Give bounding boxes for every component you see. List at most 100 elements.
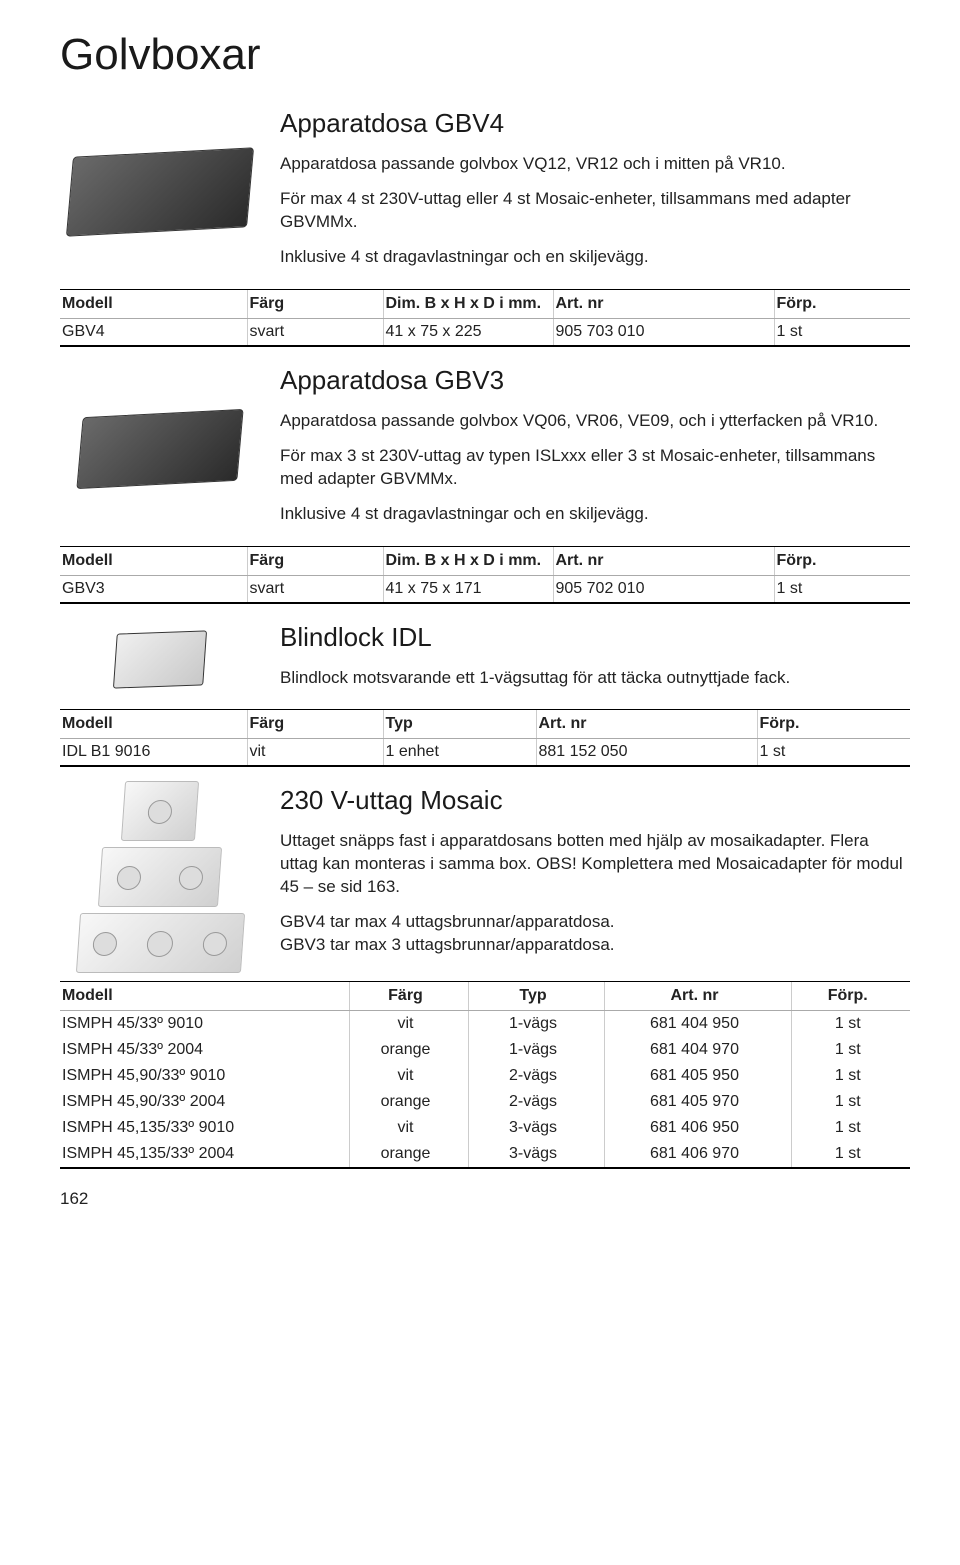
section-idl: Blindlock IDL Blindlock motsvarande ett …	[60, 618, 910, 768]
th: Modell	[60, 710, 247, 739]
th: Art. nr	[553, 289, 774, 318]
spec-table-idl: Modell Färg Typ Art. nr Förp. IDL B1 901…	[60, 709, 910, 767]
page-title: Golvboxar	[60, 30, 910, 80]
td: 1 enhet	[383, 739, 536, 767]
product-image-gbv4	[60, 104, 260, 281]
td: IDL B1 9016	[60, 739, 247, 767]
socket-2way-illustration	[98, 847, 222, 907]
table-row: ISMPH 45,135/33º 2004orange3-vägs681 406…	[60, 1141, 910, 1168]
td: ISMPH 45,90/33º 9010	[60, 1063, 349, 1089]
td: 681 404 970	[604, 1037, 791, 1063]
section-title: Apparatdosa GBV3	[280, 365, 910, 396]
paragraph: För max 3 st 230V-uttag av typen ISLxxx …	[280, 445, 910, 491]
section-title: Apparatdosa GBV4	[280, 108, 910, 139]
td: 1 st	[791, 1115, 910, 1141]
paragraph: Inklusive 4 st dragavlastningar och en s…	[280, 246, 910, 269]
td: orange	[349, 1089, 468, 1115]
td: ISMPH 45/33º 9010	[60, 1011, 349, 1038]
paragraph: GBV4 tar max 4 uttagsbrunnar/apparatdosa…	[280, 911, 910, 957]
td: 1 st	[774, 318, 910, 346]
paragraph: Apparatdosa passande golvbox VQ06, VR06,…	[280, 410, 910, 433]
th: Dim. B x H x D i mm.	[383, 546, 553, 575]
td: 881 152 050	[536, 739, 757, 767]
td: vit	[349, 1115, 468, 1141]
td: 681 406 970	[604, 1141, 791, 1168]
td: 2-vägs	[468, 1063, 604, 1089]
td: 681 406 950	[604, 1115, 791, 1141]
td: vit	[349, 1011, 468, 1038]
product-image-mosaic	[60, 781, 260, 973]
paragraph: Inklusive 4 st dragavlastningar och en s…	[280, 503, 910, 526]
paragraph: Blindlock motsvarande ett 1-vägsuttag fö…	[280, 667, 910, 690]
th: Art. nr	[604, 982, 791, 1011]
td: ISMPH 45,90/33º 2004	[60, 1089, 349, 1115]
table-row: GBV3 svart 41 x 75 x 171 905 702 010 1 s…	[60, 575, 910, 603]
td: vit	[247, 739, 383, 767]
td: 681 405 970	[604, 1089, 791, 1115]
th: Dim. B x H x D i mm.	[383, 289, 553, 318]
td: 2-vägs	[468, 1089, 604, 1115]
th: Färg	[247, 710, 383, 739]
td: 41 x 75 x 225	[383, 318, 553, 346]
page-number: 162	[60, 1189, 910, 1209]
td: 1-vägs	[468, 1011, 604, 1038]
td: 1 st	[757, 739, 910, 767]
table-row: ISMPH 45,90/33º 2004orange2-vägs681 405 …	[60, 1089, 910, 1115]
product-image-gbv3	[60, 361, 260, 538]
th: Förp.	[774, 289, 910, 318]
td: 3-vägs	[468, 1115, 604, 1141]
td: 3-vägs	[468, 1141, 604, 1168]
td: orange	[349, 1037, 468, 1063]
th: Modell	[60, 546, 247, 575]
td: svart	[247, 318, 383, 346]
td: 1 st	[791, 1011, 910, 1038]
spec-table-mosaic: Modell Färg Typ Art. nr Förp. ISMPH 45/3…	[60, 981, 910, 1169]
td: 1 st	[791, 1037, 910, 1063]
table-row: IDL B1 9016 vit 1 enhet 881 152 050 1 st	[60, 739, 910, 767]
th: Färg	[247, 546, 383, 575]
td: 681 404 950	[604, 1011, 791, 1038]
td: 1 st	[791, 1089, 910, 1115]
table-row: ISMPH 45/33º 9010vit1-vägs681 404 9501 s…	[60, 1011, 910, 1038]
spec-table-gbv3: Modell Färg Dim. B x H x D i mm. Art. nr…	[60, 546, 910, 604]
td: 681 405 950	[604, 1063, 791, 1089]
th: Typ	[383, 710, 536, 739]
th: Förp.	[791, 982, 910, 1011]
td: 1 st	[791, 1063, 910, 1089]
td: GBV4	[60, 318, 247, 346]
td: GBV3	[60, 575, 247, 603]
spec-table-gbv4: Modell Färg Dim. B x H x D i mm. Art. nr…	[60, 289, 910, 347]
table-row: ISMPH 45,135/33º 9010vit3-vägs681 406 95…	[60, 1115, 910, 1141]
section-gbv4: Apparatdosa GBV4 Apparatdosa passande go…	[60, 104, 910, 347]
td: ISMPH 45,135/33º 9010	[60, 1115, 349, 1141]
section-mosaic: 230 V-uttag Mosaic Uttaget snäpps fast i…	[60, 781, 910, 1169]
section-title: Blindlock IDL	[280, 622, 910, 653]
table-row: GBV4 svart 41 x 75 x 225 905 703 010 1 s…	[60, 318, 910, 346]
paragraph: Apparatdosa passande golvbox VQ12, VR12 …	[280, 153, 910, 176]
socket-3way-illustration	[75, 913, 244, 973]
th: Art. nr	[536, 710, 757, 739]
td: 41 x 75 x 171	[383, 575, 553, 603]
th: Typ	[468, 982, 604, 1011]
section-gbv3: Apparatdosa GBV3 Apparatdosa passande go…	[60, 361, 910, 604]
th: Färg	[349, 982, 468, 1011]
td: 905 703 010	[553, 318, 774, 346]
th: Förp.	[774, 546, 910, 575]
idl-illustration	[113, 630, 207, 688]
td: svart	[247, 575, 383, 603]
td: ISMPH 45,135/33º 2004	[60, 1141, 349, 1168]
table-row: ISMPH 45/33º 2004orange1-vägs681 404 970…	[60, 1037, 910, 1063]
td: ISMPH 45/33º 2004	[60, 1037, 349, 1063]
td: 905 702 010	[553, 575, 774, 603]
paragraph: För max 4 st 230V-uttag eller 4 st Mosai…	[280, 188, 910, 234]
paragraph: Uttaget snäpps fast i apparatdosans bott…	[280, 830, 910, 899]
section-title: 230 V-uttag Mosaic	[280, 785, 910, 816]
th: Modell	[60, 982, 349, 1011]
td: orange	[349, 1141, 468, 1168]
th: Förp.	[757, 710, 910, 739]
th: Modell	[60, 289, 247, 318]
socket-1way-illustration	[121, 781, 199, 841]
td: vit	[349, 1063, 468, 1089]
td: 1-vägs	[468, 1037, 604, 1063]
td: 1 st	[774, 575, 910, 603]
